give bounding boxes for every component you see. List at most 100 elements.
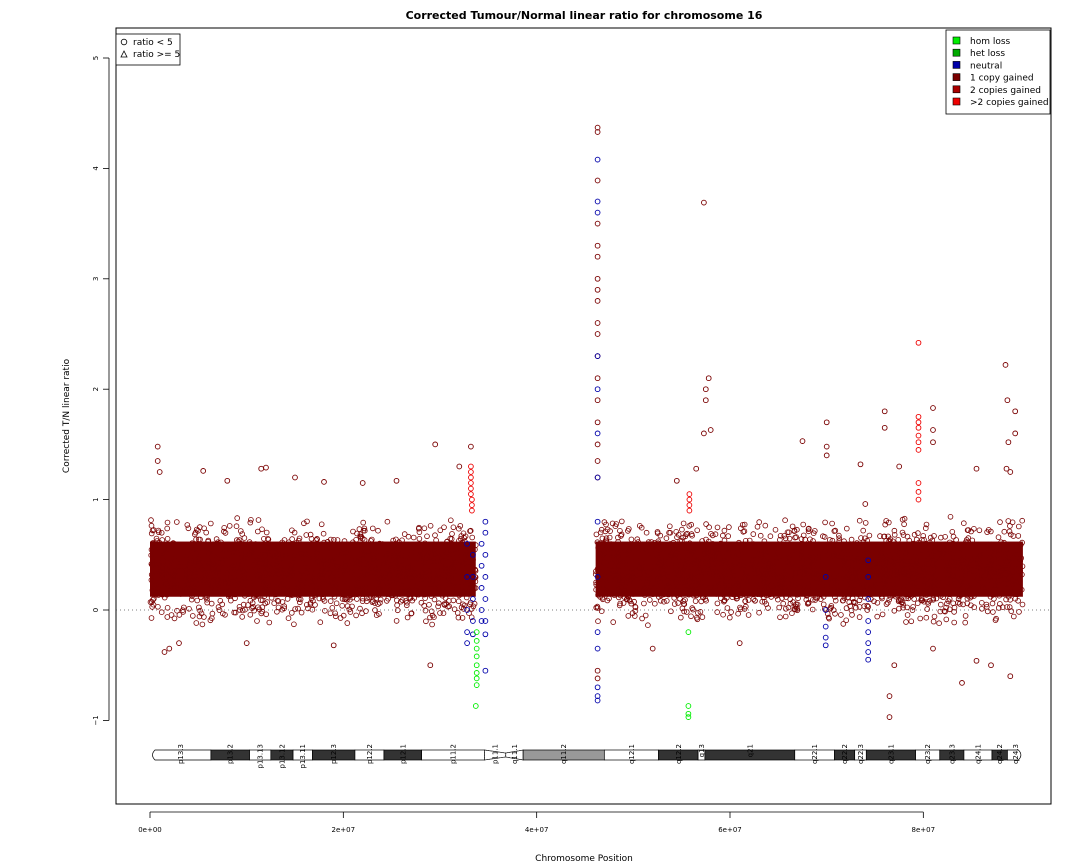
data-point [646,575,653,582]
data-point [738,546,744,553]
data-point [1005,593,1012,600]
data-point [744,588,750,594]
data-point [153,535,160,542]
data-point [232,609,239,616]
data-point [402,552,409,559]
data-point [594,331,601,337]
data-point [925,555,931,562]
data-point [204,596,210,603]
data-point [618,531,625,538]
data-point [253,556,259,563]
data-point [422,595,428,601]
data-point [422,556,429,563]
data-point [386,572,393,579]
series-1-copy-gained [154,124,1019,720]
data-point [424,533,430,540]
data-point [982,569,989,576]
data-point [793,566,800,573]
data-point [996,582,1002,588]
data-point [473,670,480,676]
data-point [915,439,922,446]
data-point [306,555,313,561]
data-point [594,474,601,481]
data-point [801,566,808,572]
data-point [261,542,267,549]
data-point [881,408,888,415]
data-point [906,591,912,598]
data-point [803,567,809,574]
data-point [1007,531,1014,538]
data-point [601,519,608,525]
data-point [243,640,250,646]
data-point [837,552,844,558]
data-point [726,542,733,549]
data-point [721,597,728,604]
data-point [644,576,651,582]
data-point [472,703,479,709]
data-point [663,598,670,604]
data-point [660,546,666,553]
data-point [984,529,990,535]
x-tick-label: 4e+07 [525,826,549,834]
data-point [837,545,843,552]
data-point [277,570,284,576]
data-point [915,447,922,453]
data-point [369,525,376,532]
data-point [287,569,294,575]
data-point [624,546,631,553]
data-point [409,564,415,570]
data-point [213,536,220,542]
data-point [984,569,990,575]
data-point [969,537,976,544]
data-point [623,556,630,562]
data-point [755,579,762,585]
data-point [599,535,606,542]
data-point [156,542,162,548]
data-point [399,588,405,595]
data-point [417,588,424,595]
bulk-points-layer [147,513,1026,628]
data-point [965,538,971,545]
data-point [822,642,829,649]
data-point [688,531,695,537]
data-point [682,544,689,551]
data-point [913,560,920,566]
data-point [904,604,910,611]
data-point [944,572,951,579]
data-point [742,558,748,565]
data-point [1004,397,1011,404]
data-point [167,568,174,575]
data-point [815,553,822,560]
data-point [226,566,233,573]
data-point [455,598,462,604]
data-point [956,557,963,564]
data-point [999,604,1006,610]
data-point [709,532,716,539]
data-point [473,645,480,652]
data-point [639,546,646,553]
data-point [398,561,404,568]
data-point [997,601,1003,607]
data-point [949,558,956,564]
data-point [668,608,674,615]
series--2-copies-gained [468,339,922,514]
data-point [232,595,238,602]
data-point [223,546,230,552]
data-point [148,571,155,578]
data-point [810,541,816,548]
data-point [594,518,601,525]
data-point [597,564,604,570]
data-point [727,572,734,578]
data-point [852,543,858,550]
data-point [951,619,957,626]
data-point [789,559,796,566]
data-point [200,468,207,474]
data-point [594,574,601,580]
data-point [712,559,718,565]
data-point [911,596,917,602]
data-point [984,608,991,615]
data-point [327,544,333,551]
data-point [308,535,315,542]
data-point [391,580,398,586]
triangle-marker-icon [120,50,128,58]
